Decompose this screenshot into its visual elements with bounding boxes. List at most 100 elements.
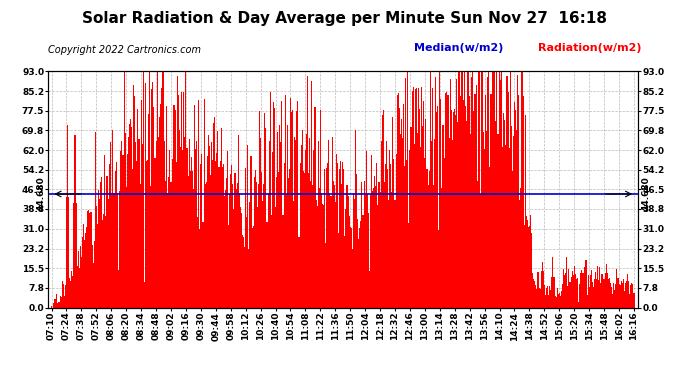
Bar: [71, 271, 72, 308]
Bar: [630, 285, 631, 308]
Bar: [208, 135, 209, 308]
Bar: [366, 151, 367, 308]
Bar: [461, 71, 462, 308]
Bar: [382, 115, 383, 308]
Bar: [213, 123, 214, 308]
Bar: [411, 91, 413, 308]
Bar: [584, 267, 585, 308]
Bar: [303, 171, 304, 308]
Bar: [229, 194, 230, 308]
Bar: [373, 188, 374, 308]
Bar: [550, 290, 551, 308]
Bar: [559, 294, 560, 308]
Bar: [260, 138, 261, 308]
Bar: [293, 201, 294, 308]
Text: 44.680: 44.680: [641, 177, 650, 212]
Bar: [304, 173, 305, 308]
Bar: [331, 137, 333, 308]
Bar: [53, 303, 55, 307]
Bar: [451, 110, 452, 308]
Bar: [444, 93, 446, 308]
Bar: [124, 71, 125, 308]
Bar: [495, 120, 496, 308]
Bar: [317, 141, 319, 308]
Bar: [377, 205, 379, 308]
Bar: [359, 228, 360, 308]
Bar: [595, 272, 596, 308]
Bar: [632, 284, 633, 308]
Bar: [452, 140, 453, 308]
Bar: [321, 193, 322, 308]
Bar: [405, 78, 406, 308]
Bar: [432, 88, 433, 308]
Bar: [422, 126, 423, 308]
Bar: [467, 71, 468, 308]
Bar: [575, 274, 576, 308]
Bar: [199, 229, 200, 308]
Bar: [544, 285, 545, 308]
Bar: [573, 266, 575, 308]
Bar: [70, 281, 71, 308]
Bar: [168, 177, 169, 308]
Bar: [529, 226, 530, 308]
Bar: [179, 130, 180, 308]
Bar: [117, 193, 118, 308]
Bar: [292, 110, 293, 308]
Bar: [201, 154, 202, 308]
Bar: [295, 140, 296, 308]
Bar: [631, 283, 632, 308]
Bar: [223, 164, 224, 308]
Bar: [506, 76, 508, 308]
Bar: [454, 109, 455, 308]
Bar: [510, 71, 511, 308]
Bar: [226, 178, 227, 308]
Bar: [67, 124, 68, 308]
Bar: [227, 151, 228, 308]
Bar: [457, 122, 458, 308]
Bar: [68, 196, 69, 308]
Bar: [610, 283, 611, 308]
Bar: [463, 100, 464, 308]
Bar: [255, 170, 256, 308]
Bar: [80, 246, 81, 308]
Bar: [397, 93, 399, 308]
Bar: [629, 294, 630, 307]
Bar: [393, 159, 395, 308]
Bar: [169, 150, 170, 308]
Bar: [442, 124, 444, 308]
Bar: [625, 283, 626, 308]
Bar: [246, 217, 247, 308]
Bar: [591, 270, 592, 308]
Bar: [402, 138, 403, 308]
Bar: [341, 184, 342, 308]
Bar: [102, 220, 103, 308]
Bar: [167, 192, 168, 308]
Bar: [88, 210, 90, 308]
Bar: [344, 236, 346, 308]
Bar: [604, 273, 606, 308]
Bar: [351, 228, 352, 308]
Bar: [430, 71, 431, 308]
Bar: [494, 72, 495, 308]
Bar: [466, 122, 467, 308]
Bar: [90, 212, 92, 308]
Bar: [555, 297, 557, 307]
Bar: [96, 206, 97, 308]
Bar: [586, 296, 588, 307]
Bar: [181, 92, 182, 308]
Bar: [193, 189, 194, 308]
Text: 44.680: 44.680: [37, 177, 46, 212]
Bar: [288, 178, 289, 308]
Bar: [350, 227, 351, 308]
Bar: [450, 79, 451, 308]
Bar: [566, 257, 567, 307]
Bar: [437, 106, 438, 308]
Bar: [460, 96, 461, 308]
Bar: [346, 184, 348, 308]
Bar: [602, 279, 604, 308]
Bar: [221, 167, 223, 308]
Bar: [354, 199, 355, 308]
Bar: [440, 99, 442, 308]
Bar: [338, 233, 339, 308]
Bar: [278, 172, 279, 308]
